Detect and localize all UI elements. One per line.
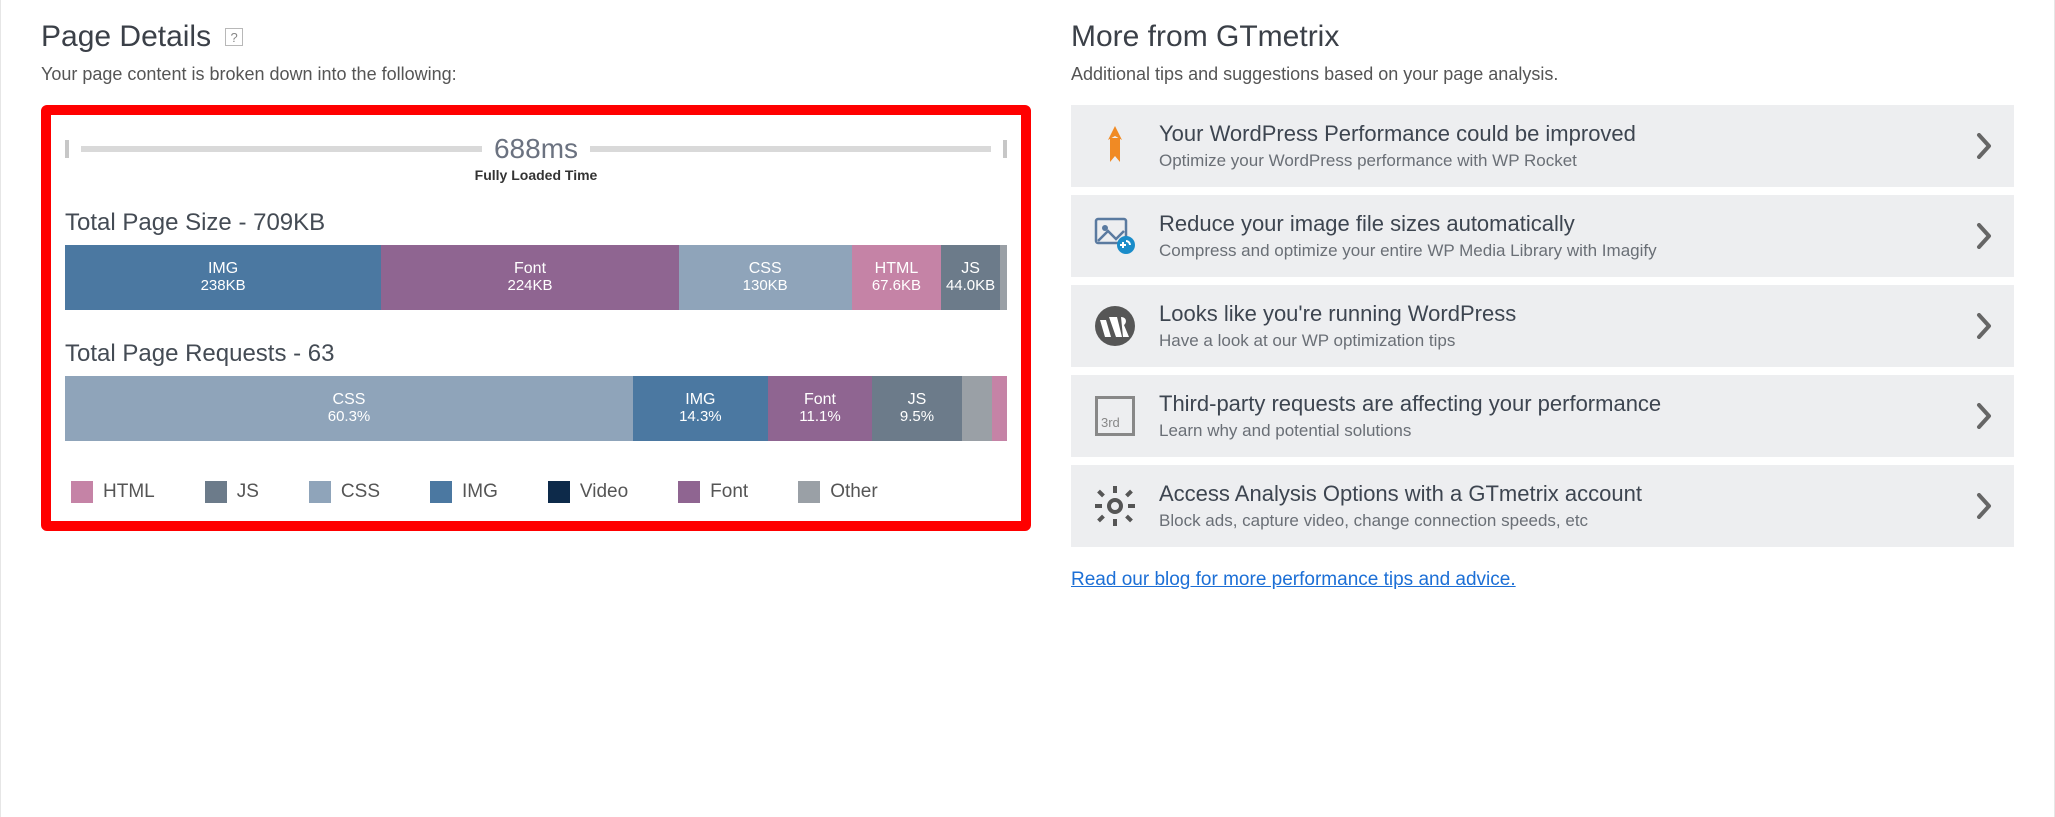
legend-label-css: CSS bbox=[341, 481, 380, 503]
tip-wordpress[interactable]: Looks like you're running WordPress Have … bbox=[1071, 285, 2014, 367]
legend-item-html: HTML bbox=[71, 481, 155, 503]
legend-item-font: Font bbox=[678, 481, 748, 503]
tip-gear[interactable]: Access Analysis Options with a GTmetrix … bbox=[1071, 465, 2014, 547]
page-details-subtitle: Your page content is broken down into th… bbox=[41, 64, 1031, 85]
bar-segment-css: CSS60.3% bbox=[65, 376, 633, 441]
legend-item-js: JS bbox=[205, 481, 259, 503]
fully-loaded-time-label: Fully Loaded Time bbox=[65, 167, 1007, 183]
legend-swatch-img bbox=[430, 481, 452, 503]
total-page-requests-heading: Total Page Requests - 63 bbox=[65, 340, 1007, 368]
page-details-heading: Page Details ? bbox=[41, 20, 1031, 54]
legend-label-html: HTML bbox=[103, 481, 155, 503]
blog-link[interactable]: Read our blog for more performance tips … bbox=[1071, 569, 1516, 591]
bar-segment-html: HTML67.6KB bbox=[852, 245, 942, 310]
page-requests-bar: CSS60.3%IMG14.3%Font11.1%JS9.5% bbox=[65, 376, 1007, 441]
legend-label-js: JS bbox=[237, 481, 259, 503]
bar-segment-img: IMG238KB bbox=[65, 245, 381, 310]
chevron-right-icon bbox=[1976, 133, 1992, 159]
time-bar: 688ms bbox=[65, 133, 1007, 165]
bar-segment-js: JS44.0KB bbox=[941, 245, 999, 310]
tip-desc: Optimize your WordPress performance with… bbox=[1159, 151, 1954, 171]
wp-rocket-icon bbox=[1093, 124, 1137, 168]
bar-segment-font: Font11.1% bbox=[768, 376, 873, 441]
chevron-right-icon bbox=[1976, 493, 1992, 519]
chevron-right-icon bbox=[1976, 403, 1992, 429]
time-line-right bbox=[590, 146, 991, 152]
total-page-size-heading: Total Page Size - 709KB bbox=[65, 209, 1007, 237]
gear-icon bbox=[1093, 484, 1137, 528]
tip-desc: Have a look at our WP optimization tips bbox=[1159, 331, 1954, 351]
legend-label-img: IMG bbox=[462, 481, 498, 503]
tip-desc: Learn why and potential solutions bbox=[1159, 421, 1954, 441]
image-opt-icon bbox=[1093, 214, 1137, 258]
tip-desc: Compress and optimize your entire WP Med… bbox=[1159, 241, 1954, 261]
time-cap-right bbox=[1003, 140, 1007, 158]
tip-title: Third-party requests are affecting your … bbox=[1159, 391, 1954, 417]
legend-swatch-font bbox=[678, 481, 700, 503]
tip-title: Reduce your image file sizes automatical… bbox=[1159, 211, 1954, 237]
tips-list: Your WordPress Performance could be impr… bbox=[1071, 105, 2014, 547]
chevron-right-icon bbox=[1976, 313, 1992, 339]
time-line-left bbox=[81, 146, 482, 152]
tip-third-party[interactable]: 3rd Third-party requests are affecting yo… bbox=[1071, 375, 2014, 457]
more-heading: More from GTmetrix bbox=[1071, 20, 2014, 54]
legend-swatch-video bbox=[548, 481, 570, 503]
tip-title: Looks like you're running WordPress bbox=[1159, 301, 1954, 327]
legend-swatch-html bbox=[71, 481, 93, 503]
page-size-bar: IMG238KBFont224KBCSS130KBHTML67.6KBJS44.… bbox=[65, 245, 1007, 310]
wordpress-icon bbox=[1093, 304, 1137, 348]
help-icon[interactable]: ? bbox=[225, 28, 243, 46]
time-cap-left bbox=[65, 140, 69, 158]
legend: HTML JS CSS IMG Video Font Other bbox=[65, 471, 1007, 503]
tip-desc: Block ads, capture video, change connect… bbox=[1159, 511, 1954, 531]
legend-item-css: CSS bbox=[309, 481, 380, 503]
tip-wp-rocket[interactable]: Your WordPress Performance could be impr… bbox=[1071, 105, 2014, 187]
bar-segment-js: JS9.5% bbox=[872, 376, 961, 441]
bar-segment-other bbox=[1000, 245, 1007, 310]
bar-segment-font: Font224KB bbox=[381, 245, 679, 310]
bar-segment-html bbox=[992, 376, 1007, 441]
legend-item-video: Video bbox=[548, 481, 628, 503]
legend-item-img: IMG bbox=[430, 481, 498, 503]
tip-title: Access Analysis Options with a GTmetrix … bbox=[1159, 481, 1954, 507]
bar-segment-img: IMG14.3% bbox=[633, 376, 768, 441]
page-details-heading-text: Page Details bbox=[41, 20, 211, 54]
legend-item-other: Other bbox=[798, 481, 878, 503]
legend-label-font: Font bbox=[710, 481, 748, 503]
tip-title: Your WordPress Performance could be impr… bbox=[1159, 121, 1954, 147]
legend-swatch-css bbox=[309, 481, 331, 503]
legend-swatch-other bbox=[798, 481, 820, 503]
legend-swatch-js bbox=[205, 481, 227, 503]
bar-segment-other bbox=[962, 376, 992, 441]
bar-segment-css: CSS130KB bbox=[679, 245, 852, 310]
third-party-icon: 3rd bbox=[1093, 394, 1137, 438]
page-details-highlight: 688ms Fully Loaded Time Total Page Size … bbox=[41, 105, 1031, 531]
legend-label-other: Other bbox=[830, 481, 878, 503]
more-subtitle: Additional tips and suggestions based on… bbox=[1071, 64, 2014, 85]
tip-image-opt[interactable]: Reduce your image file sizes automatical… bbox=[1071, 195, 2014, 277]
legend-label-video: Video bbox=[580, 481, 628, 503]
fully-loaded-time-value: 688ms bbox=[494, 133, 578, 165]
chevron-right-icon bbox=[1976, 223, 1992, 249]
